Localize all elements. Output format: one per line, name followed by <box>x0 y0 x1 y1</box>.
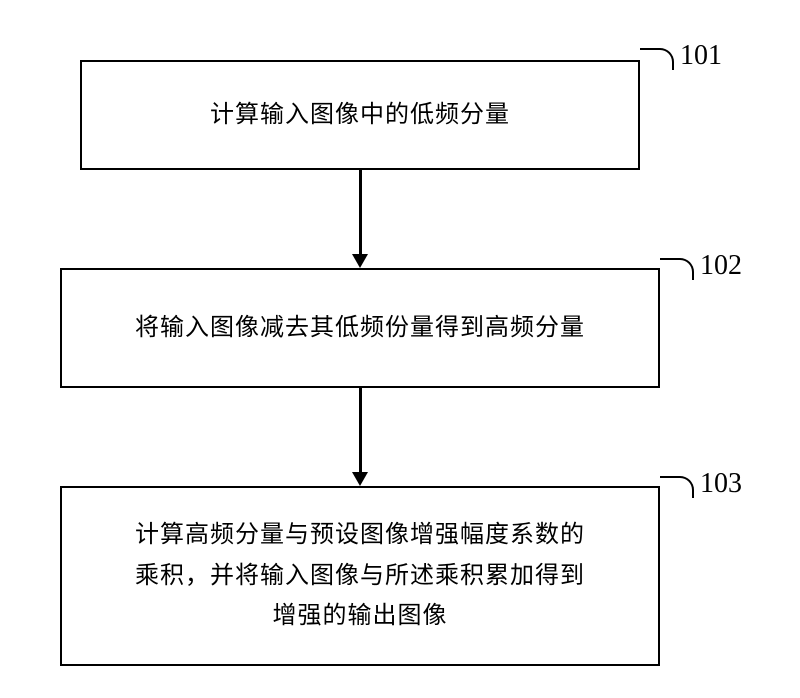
flow-step-3-line-2: 乘积，并将输入图像与所述乘积累加得到 <box>135 556 585 597</box>
flow-step-2-number: 102 <box>700 250 742 282</box>
flow-step-2: 将输入图像减去其低频份量得到高频分量 <box>60 268 660 388</box>
flowchart-canvas: 计算输入图像中的低频分量 101 将输入图像减去其低频份量得到高频分量 102 … <box>0 0 800 698</box>
arrow-1-to-2-head <box>352 254 368 268</box>
flow-step-3-line-1: 计算高频分量与预设图像增强幅度系数的 <box>135 515 585 556</box>
flow-step-3-connector <box>660 476 694 498</box>
arrow-2-to-3-line <box>359 388 362 472</box>
flow-step-3-number: 103 <box>700 468 742 500</box>
flow-step-3-line-3: 增强的输出图像 <box>135 596 585 637</box>
flow-step-3: 计算高频分量与预设图像增强幅度系数的 乘积，并将输入图像与所述乘积累加得到 增强… <box>60 486 660 666</box>
flow-step-3-text: 计算高频分量与预设图像增强幅度系数的 乘积，并将输入图像与所述乘积累加得到 增强… <box>135 515 585 637</box>
flow-step-1: 计算输入图像中的低频分量 <box>80 60 640 170</box>
arrow-2-to-3-head <box>352 472 368 486</box>
flow-step-2-connector <box>660 258 694 280</box>
flow-step-2-text: 将输入图像减去其低频份量得到高频分量 <box>135 308 585 349</box>
flow-step-1-connector <box>640 48 674 70</box>
flow-step-1-number: 101 <box>680 40 722 72</box>
arrow-1-to-2-line <box>359 170 362 254</box>
flow-step-1-text: 计算输入图像中的低频分量 <box>210 95 510 136</box>
